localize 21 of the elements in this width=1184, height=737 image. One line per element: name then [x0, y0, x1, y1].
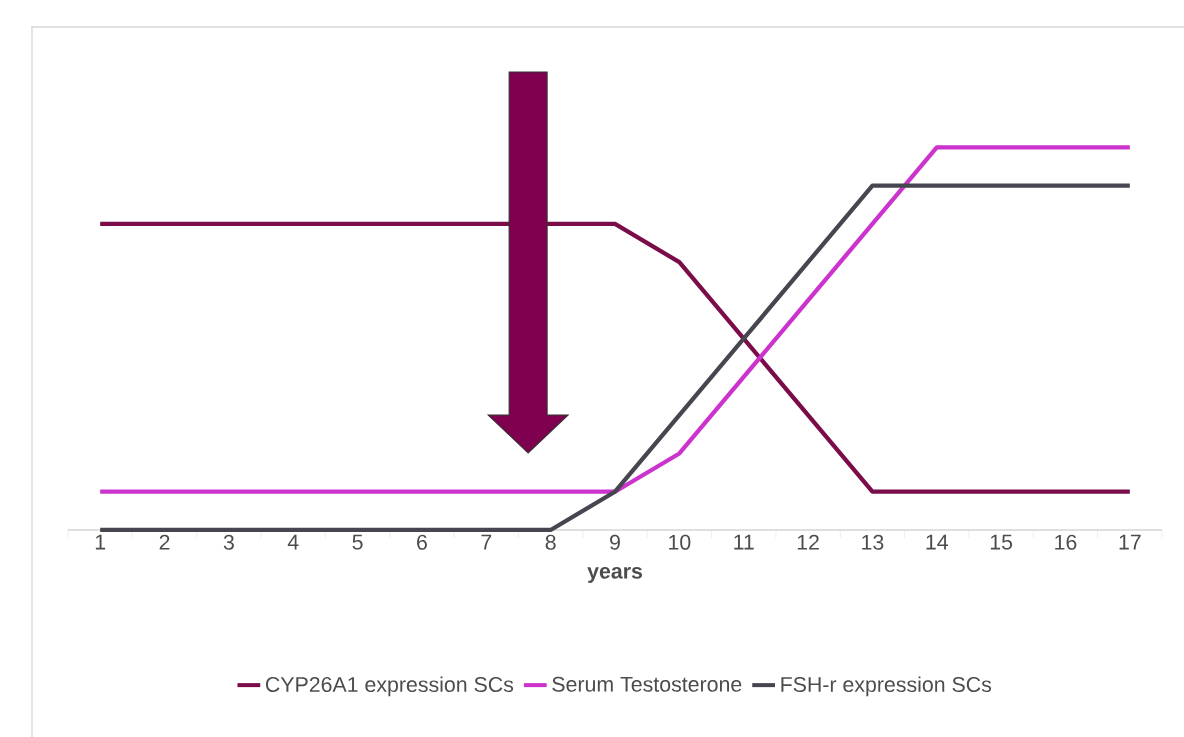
x-tick-label: 1	[95, 534, 106, 550]
x-tick-label: 5	[352, 534, 363, 550]
x-tick-label: 12	[797, 534, 819, 550]
x-tick-label: 15	[990, 534, 1013, 550]
x-tick-label: 4	[287, 534, 299, 550]
legend-label: CYP26A1 expression SCs	[265, 676, 514, 697]
x-tick-label: 9	[610, 534, 620, 550]
x-tick-label: 7	[481, 534, 492, 550]
x-tick-label: 2	[159, 534, 170, 550]
x-tick-label: 14	[926, 534, 948, 550]
legend-label: FSH-r expression SCs	[781, 676, 992, 697]
x-axis-title: years	[587, 566, 642, 583]
x-tick-label: 3	[223, 534, 234, 550]
x-tick-label: 16	[1055, 534, 1077, 550]
x-tick-label: 17	[1119, 534, 1141, 550]
x-tick-label: 13	[862, 534, 884, 550]
x-tick-label: 8	[545, 534, 556, 550]
x-tick-label: 10	[669, 534, 691, 550]
x-tick-label: 6	[417, 534, 427, 550]
x-tick-label: 11	[734, 534, 754, 550]
legend-label: Serum Testosterone	[552, 676, 742, 692]
